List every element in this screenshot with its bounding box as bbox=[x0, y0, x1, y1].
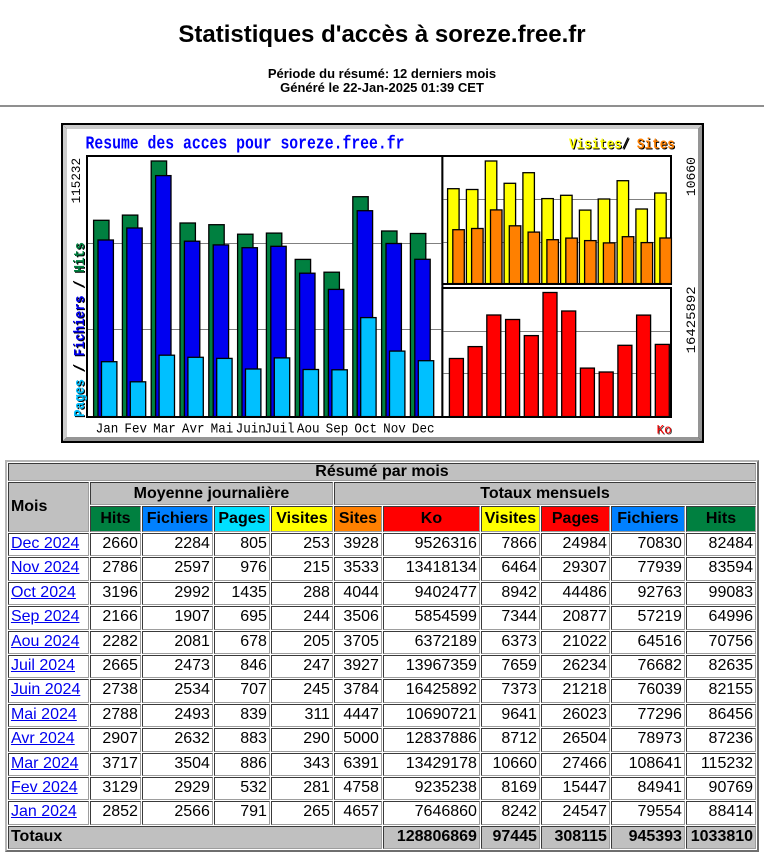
svg-text:Resume des acces pour soreze.f: Resume des acces pour soreze.free.fr bbox=[85, 134, 404, 154]
svg-text:/: / bbox=[73, 281, 90, 289]
svg-text:Oct: Oct bbox=[354, 421, 377, 437]
svg-text:Fichiers: Fichiers bbox=[72, 295, 89, 356]
svg-text:Dec: Dec bbox=[411, 421, 434, 437]
svg-text:Pages: Pages bbox=[73, 380, 90, 418]
svg-text:Fichiers: Fichiers bbox=[73, 296, 90, 357]
svg-text:Juin: Juin bbox=[235, 421, 265, 437]
svg-text:/: / bbox=[621, 136, 629, 153]
svg-text:Visites: Visites bbox=[569, 136, 622, 153]
svg-text:Sites: Sites bbox=[637, 137, 675, 154]
svg-text:Pages: Pages bbox=[72, 379, 89, 417]
svg-text:Juil: Juil bbox=[264, 421, 294, 437]
svg-text:/: / bbox=[72, 363, 89, 371]
svg-text:Hits: Hits bbox=[72, 242, 89, 272]
svg-text:Avr: Avr bbox=[181, 421, 204, 437]
svg-text:/: / bbox=[72, 280, 89, 288]
svg-text:Visites: Visites bbox=[570, 137, 623, 154]
svg-text:/: / bbox=[622, 137, 630, 154]
svg-text:16425892: 16425892 bbox=[685, 286, 699, 353]
svg-text:Sites: Sites bbox=[636, 136, 674, 153]
svg-text:/: / bbox=[73, 364, 90, 372]
svg-text:Jan: Jan bbox=[95, 421, 118, 437]
svg-text:Ko: Ko bbox=[656, 422, 671, 437]
svg-text:Fev: Fev bbox=[124, 421, 147, 437]
svg-text:10660: 10660 bbox=[685, 157, 699, 196]
svg-text:Aou: Aou bbox=[296, 421, 319, 437]
svg-text:Mar: Mar bbox=[153, 421, 176, 437]
svg-text:Hits: Hits bbox=[73, 243, 90, 273]
svg-text:Mai: Mai bbox=[210, 421, 233, 437]
svg-text:115232: 115232 bbox=[70, 157, 84, 203]
svg-text:Sep: Sep bbox=[325, 421, 348, 437]
svg-text:Nov: Nov bbox=[383, 421, 406, 437]
svg-text:Ko: Ko bbox=[657, 423, 672, 438]
